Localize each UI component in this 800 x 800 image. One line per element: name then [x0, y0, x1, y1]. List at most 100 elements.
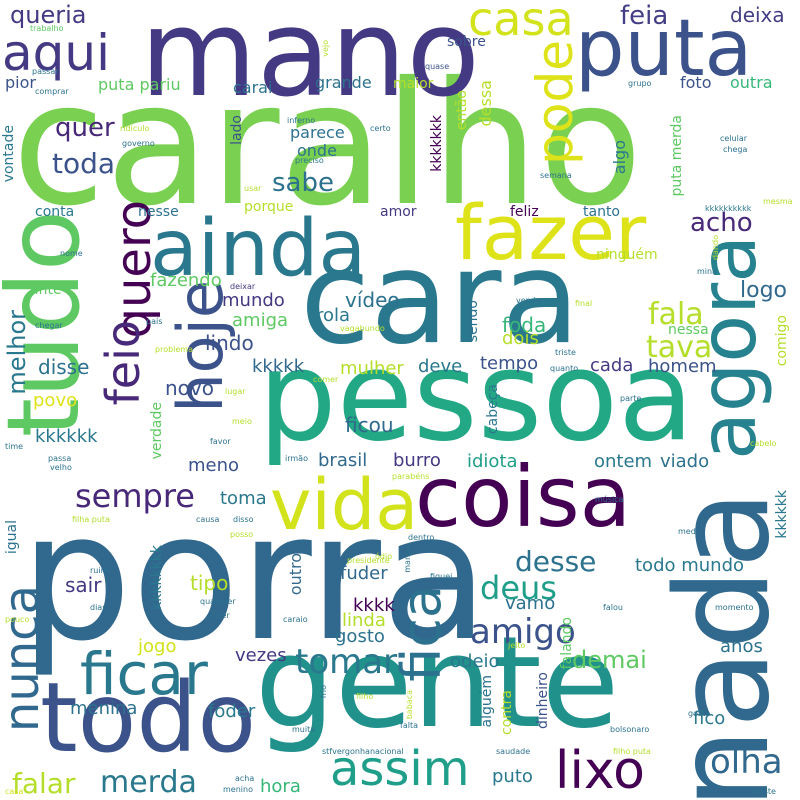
word: jeito [508, 641, 526, 650]
word: usar [244, 184, 262, 193]
word: casa [468, 0, 574, 46]
word: disse [38, 355, 90, 379]
word: vamo [505, 593, 556, 614]
word: cabelo [750, 439, 777, 448]
word: falando [559, 617, 575, 670]
word: gosta [688, 709, 711, 718]
word: bolsonaro [610, 725, 650, 734]
word: manda [403, 545, 412, 573]
word: fiquei [430, 572, 453, 581]
word: kkkkk [252, 356, 305, 377]
word: frio [319, 685, 328, 699]
word: vontade [1, 125, 17, 183]
word: demai [572, 646, 647, 674]
word: sempre [75, 477, 195, 515]
word: nunca [0, 585, 50, 733]
word: país [146, 317, 163, 326]
word: foda [502, 313, 547, 337]
word: stfvergonhanacional [322, 747, 404, 756]
word: ficar [80, 640, 208, 708]
word: dessa [476, 80, 495, 127]
word: aqui [2, 24, 110, 82]
word: tomar [295, 642, 398, 682]
word: kkkk [353, 595, 395, 616]
word: burro [393, 450, 441, 471]
word: olha [710, 742, 783, 782]
word: grupo [628, 79, 652, 88]
word: lado [229, 115, 245, 145]
word: favor [210, 437, 231, 446]
word: parte [620, 394, 642, 403]
word: falou [603, 603, 623, 612]
word: chega [723, 145, 748, 154]
word: mundo [222, 290, 285, 311]
word: disso [233, 515, 254, 524]
word: cada [590, 355, 634, 376]
word: muita [292, 725, 316, 734]
word: irmão [285, 454, 308, 463]
word: linda [342, 610, 386, 631]
word: existe [752, 787, 776, 796]
word: amor [380, 204, 417, 220]
word: problema [155, 345, 194, 354]
word: ridículo [120, 124, 150, 133]
word: nesse [138, 204, 179, 220]
word: casa [5, 787, 24, 796]
word: tanto [583, 204, 620, 220]
word: mano [140, 0, 480, 124]
word: tava [646, 330, 713, 365]
word: toma [220, 488, 267, 509]
word: alguém [479, 675, 495, 728]
word: feio [96, 320, 150, 406]
word: mina [697, 267, 717, 276]
word: dizer [210, 611, 230, 620]
word: outra [730, 73, 773, 92]
word: deixa [730, 3, 785, 27]
word: dentro [408, 533, 435, 542]
word: mulher [340, 358, 404, 379]
word: ainda [150, 204, 367, 294]
word: ante [30, 282, 62, 298]
word: dinheiro [535, 672, 551, 730]
word: rola [316, 305, 351, 326]
word: falta [400, 721, 418, 730]
word: inferno [287, 116, 316, 125]
word: feia [620, 1, 669, 31]
word: ficou [345, 413, 394, 437]
word: fala [648, 297, 704, 332]
word: passa [48, 454, 72, 463]
word: merda [100, 765, 197, 800]
word: velho [50, 463, 72, 472]
word: filho puta [613, 747, 651, 756]
word: sobre [447, 34, 486, 50]
word: melhor [3, 310, 31, 395]
word: puto [492, 766, 533, 787]
word: pode [526, 40, 584, 165]
word: vendo [516, 296, 541, 305]
word: desse [515, 545, 597, 578]
word: puta merda [669, 115, 685, 197]
word: trabalho [30, 24, 64, 33]
word: outro [286, 553, 305, 596]
word: onde [297, 141, 337, 160]
word: pior [5, 73, 36, 92]
word: deus [480, 569, 557, 607]
word: novo [165, 376, 214, 400]
word: queria [10, 1, 87, 29]
word: grande [315, 73, 372, 92]
word: nome [60, 249, 83, 258]
word: cara [300, 224, 580, 373]
word: jogo [138, 636, 177, 657]
word: ruim [90, 566, 109, 575]
word: conta [35, 204, 75, 220]
word: vida [270, 464, 419, 546]
word: nessa [668, 322, 709, 338]
word: preciso [295, 156, 324, 165]
word: meio [232, 417, 252, 426]
word: cabeça [485, 384, 501, 435]
word: toda [52, 147, 116, 180]
word: presidente [347, 556, 390, 565]
word: gosto [335, 626, 385, 647]
word: mesma [763, 197, 793, 206]
